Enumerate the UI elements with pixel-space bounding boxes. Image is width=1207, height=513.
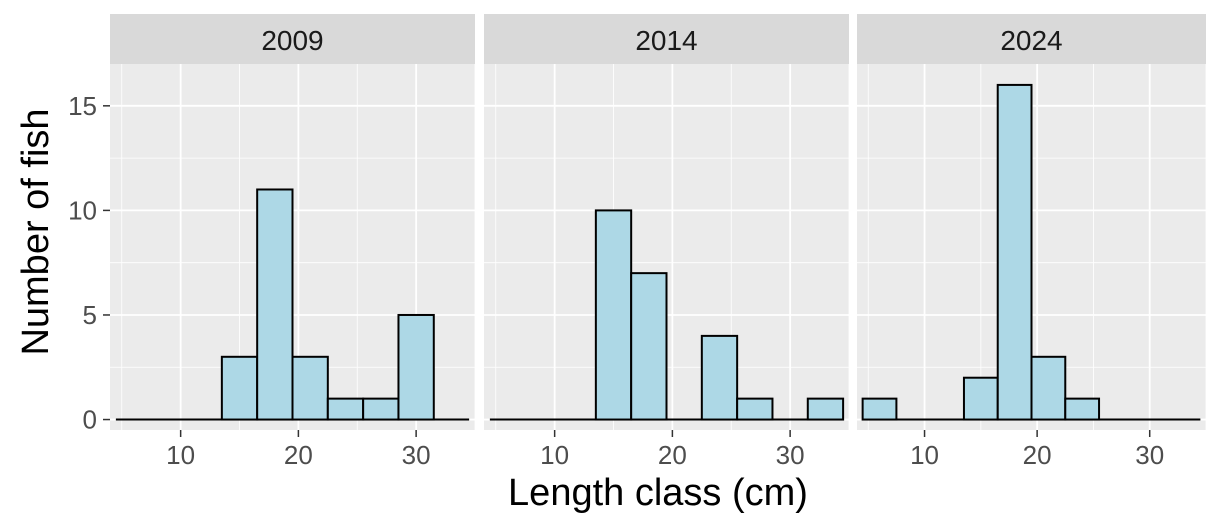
histogram-bar [736,397,774,421]
x-tick-label: 30 [402,440,431,470]
y-tick-label: 15 [68,91,97,121]
x-tick-label: 10 [540,440,569,470]
histogram-bar [861,397,898,421]
x-tick-label: 20 [284,440,313,470]
histogram-bar [220,355,259,421]
facet-strip-label: 2014 [635,25,697,56]
facet-strip [110,14,475,64]
histogram-bar [996,83,1033,421]
histogram-bar [326,397,365,421]
y-tick-label: 10 [68,195,97,225]
histogram-bar [700,334,739,421]
y-tick-label: 5 [83,300,97,330]
y-tick-label: 0 [83,405,97,435]
facet-panel-2014: 2014 10 20 30 [484,14,850,470]
facet-strip-label: 2024 [1000,25,1062,56]
y-axis-title: Number of fish [15,108,57,355]
x-tick-label: 10 [166,440,195,470]
facet-strip [484,14,849,64]
histogram-bar [594,209,633,421]
histogram-bar [1030,355,1067,421]
histogram-bar [362,397,400,421]
histogram-bar [806,397,845,421]
facet-panel-2024: 2024 10 20 30 [857,14,1207,470]
histogram-bar [291,355,329,421]
x-tick-label: 30 [776,440,805,470]
histogram-bar [630,272,668,421]
facet-strip [857,14,1206,64]
facet-strip-label: 2009 [261,25,323,56]
x-tick-label: 20 [1023,440,1052,470]
x-axis-title: Length class (cm) [508,472,808,513]
histogram-bar [256,188,294,421]
x-tick-label: 30 [1135,440,1164,470]
histogram-bar [397,313,435,421]
x-tick-label: 20 [658,440,687,470]
facet-panel-2009: 2009 10 20 30 [110,14,476,470]
x-tick-label: 10 [910,440,939,470]
histogram-bar [962,376,999,421]
histogram-bar [1064,397,1101,421]
